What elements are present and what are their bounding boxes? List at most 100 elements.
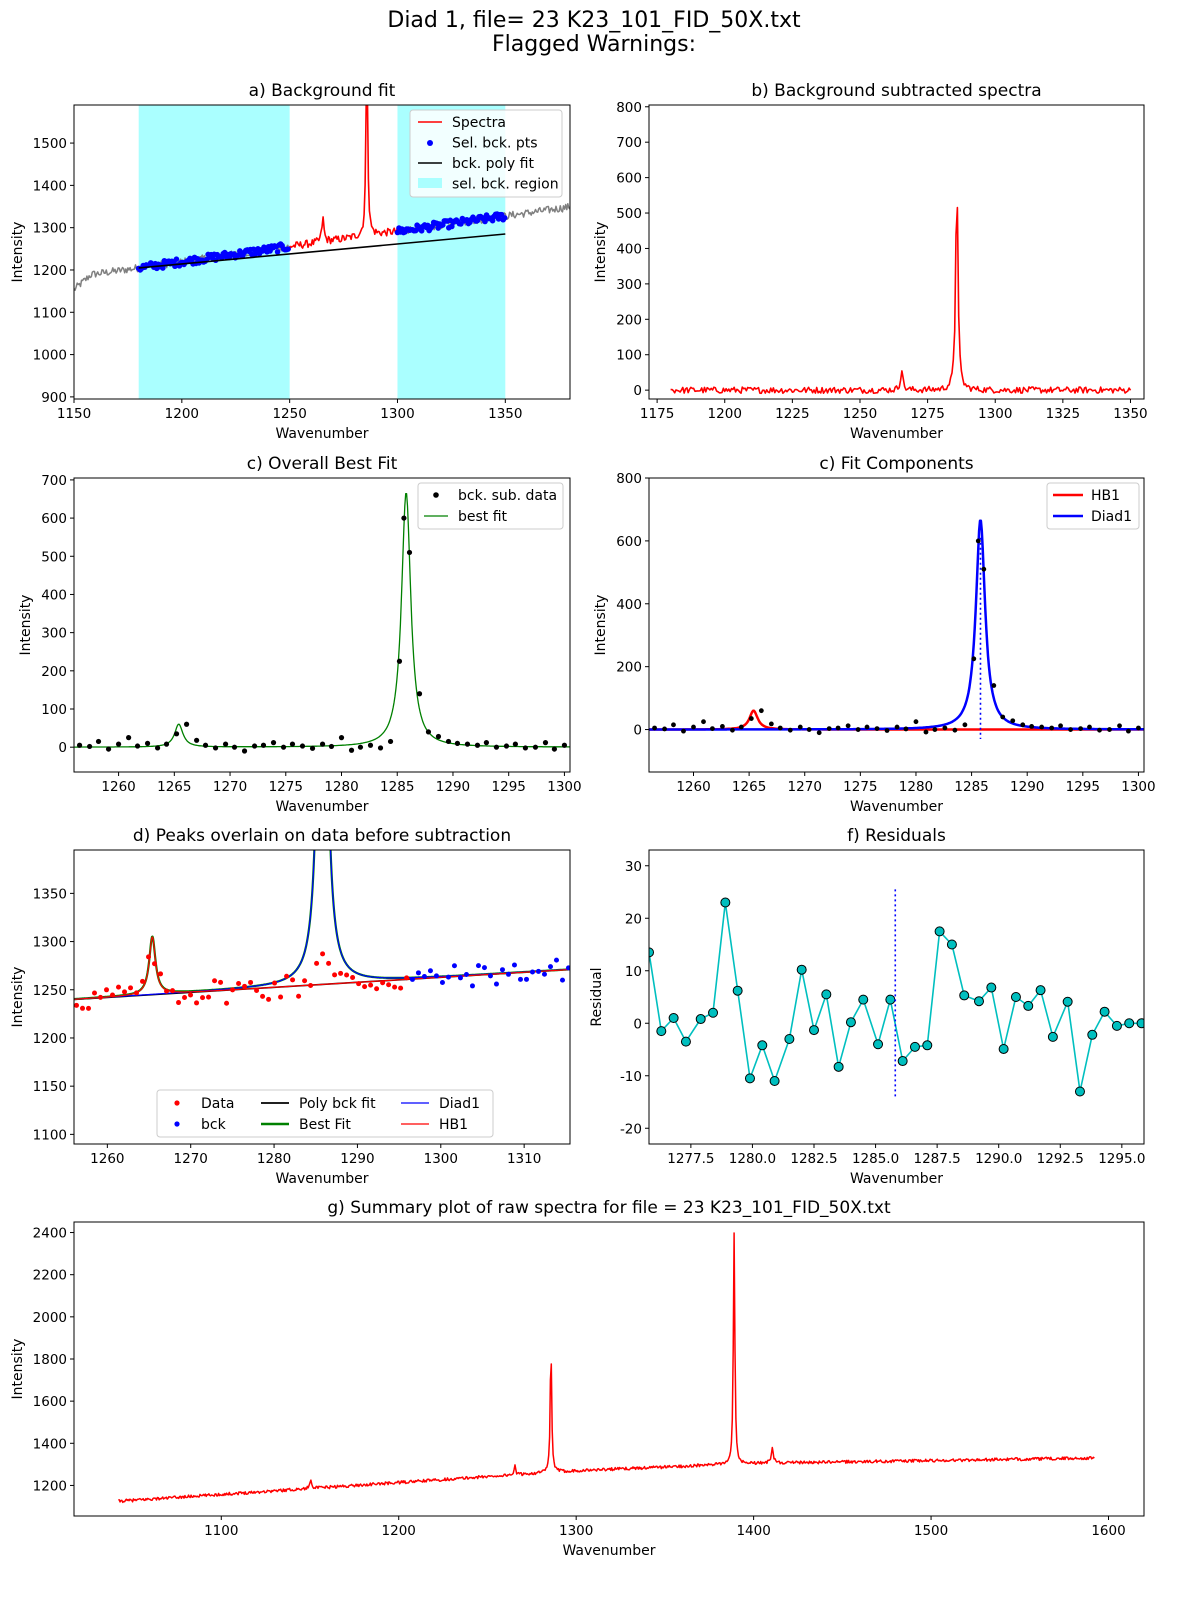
residual-point	[873, 1039, 884, 1050]
y-tick-label: 1400	[33, 178, 67, 194]
data-point	[188, 992, 194, 998]
data-point	[218, 979, 224, 985]
bck-point	[553, 957, 559, 963]
legend-swatch-data	[433, 492, 439, 498]
best-fit-line	[74, 493, 570, 748]
data-point	[254, 987, 260, 993]
hb1-line	[74, 936, 570, 1000]
bck-point	[415, 970, 421, 976]
data-point	[454, 740, 461, 746]
data-point	[816, 730, 822, 736]
data-point	[92, 990, 98, 996]
data-point	[231, 744, 238, 750]
sel-bck-point	[449, 223, 455, 230]
x-axis-label: Wavenumber	[850, 1171, 943, 1187]
x-tick-label: 1300	[1121, 779, 1155, 795]
x-tick-label: 1200	[382, 1523, 416, 1539]
x-tick-label: 1290.0	[975, 1151, 1022, 1167]
plot-area	[74, 850, 570, 1011]
x-tick-label: 1282.5	[790, 1151, 837, 1167]
data-point	[230, 987, 236, 993]
data-point	[377, 745, 384, 751]
sel-bck-point	[482, 218, 488, 225]
data-point	[309, 745, 316, 751]
data-point	[826, 726, 832, 732]
data-point	[110, 992, 116, 998]
data-point	[1087, 724, 1092, 730]
x-tick-label: 1260	[101, 779, 135, 795]
legend-frame	[409, 109, 563, 198]
data-point	[260, 993, 266, 999]
residual-point	[769, 1076, 780, 1086]
data-point	[416, 691, 423, 697]
data-point	[266, 996, 272, 1002]
x-axis-label: Wavenumber	[850, 799, 943, 815]
data-point	[338, 970, 344, 976]
bck-point	[463, 972, 469, 978]
y-tick-label: 1000	[33, 348, 67, 364]
y-tick-label: 900	[41, 390, 67, 406]
data-point	[561, 742, 568, 748]
x-tick-label: 1225	[775, 406, 809, 422]
y-tick-label: 2200	[33, 1268, 67, 1284]
data-point	[874, 726, 880, 732]
data-point	[730, 727, 735, 733]
residual-point	[858, 994, 869, 1005]
data-point	[1039, 724, 1045, 730]
legend-label: Spectra	[452, 115, 506, 131]
panel-title: c) Fit Components	[819, 454, 973, 474]
x-tick-label: 1290	[436, 779, 470, 795]
data-point	[738, 724, 744, 730]
data-point	[260, 742, 267, 748]
data-point	[222, 741, 229, 747]
data-point	[270, 740, 277, 746]
data-point	[681, 728, 686, 734]
sel-bck-point	[285, 246, 291, 252]
data-point	[241, 748, 248, 754]
data-point	[701, 719, 706, 725]
data-point	[1010, 718, 1016, 724]
residual-point	[1047, 1031, 1058, 1042]
legend-label: HB1	[439, 1117, 468, 1133]
y-tick-label: -10	[620, 1069, 642, 1085]
y-tick-label: 1400	[33, 1436, 67, 1452]
x-tick-label: 1285.0	[852, 1151, 899, 1167]
data-point	[971, 656, 977, 662]
residual-point	[833, 1061, 844, 1072]
data-point	[320, 951, 326, 957]
x-tick-label: 1275	[843, 779, 877, 795]
residual-line	[649, 901, 1142, 1093]
data-point	[845, 723, 851, 729]
bck-point	[433, 973, 439, 979]
data-point	[503, 743, 510, 749]
y-tick-label: 700	[616, 135, 642, 151]
data-point	[212, 745, 219, 751]
x-tick-label: 1275	[269, 779, 303, 795]
y-axis-label: Intensity	[593, 222, 609, 283]
panel-c-fit-components: c) Fit Components Wavenumber Intensity 1260…	[593, 454, 1156, 815]
legend-swatch-bck-pts	[427, 140, 433, 146]
x-tick-label: 1300	[547, 779, 581, 795]
data-point	[348, 747, 355, 753]
sel-bck-point	[489, 217, 496, 224]
residual-point	[1136, 1018, 1144, 1029]
y-tick-label: 1800	[33, 1352, 67, 1368]
residual-point	[934, 926, 945, 937]
axes-frame	[648, 849, 1145, 1145]
data-point	[991, 683, 997, 688]
legend-label: Best Fit	[299, 1117, 351, 1133]
residual-point	[656, 1026, 667, 1037]
y-tick-label: 700	[41, 473, 67, 489]
bck-point	[487, 973, 493, 979]
y-tick-label: 1200	[33, 263, 67, 279]
data-point	[87, 743, 93, 750]
legend-label: Poly bck fit	[299, 1096, 376, 1112]
x-tick-label: 1260	[90, 1151, 124, 1167]
y-axis-label: Intensity	[10, 1339, 26, 1400]
data-point	[194, 1000, 200, 1006]
x-tick-label: 1400	[736, 1523, 770, 1539]
data-point	[551, 746, 557, 752]
y-tick-label: 600	[616, 171, 642, 187]
data-point	[104, 987, 110, 993]
bck-point	[517, 976, 523, 982]
